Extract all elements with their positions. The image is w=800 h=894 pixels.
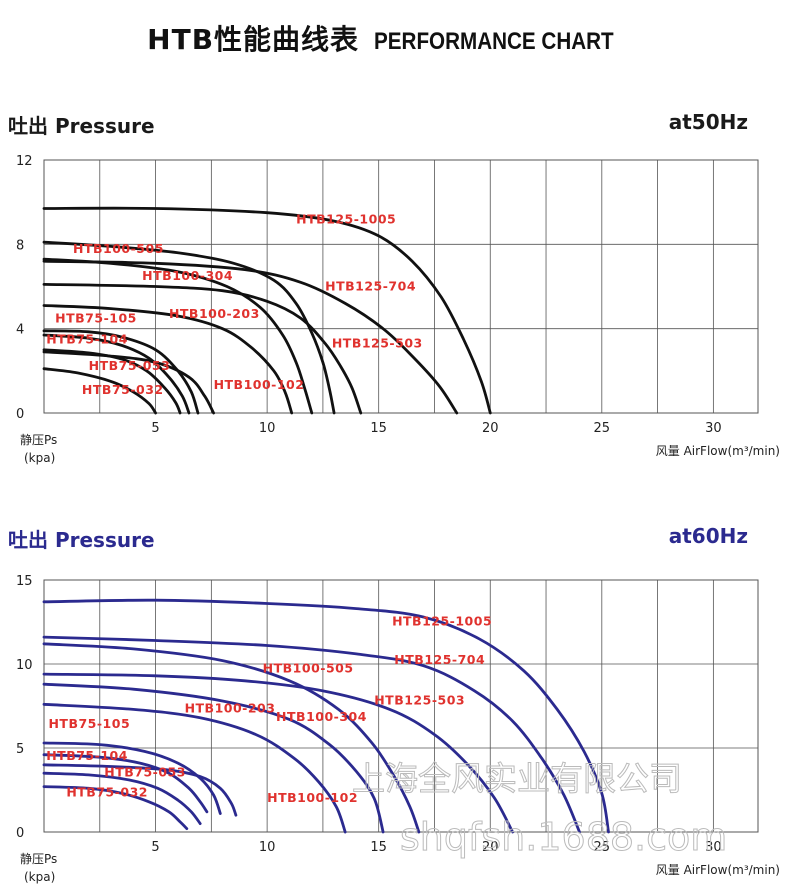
x-tick-label: 30 [705,840,722,855]
x-tick-label: 25 [594,421,611,436]
y-tick-label: 15 [16,574,33,589]
y-tick-label: 10 [16,658,33,673]
curve-label-htb75-104-60hz: HTB75-104 [46,748,128,763]
plot-frame-60hz [43,579,759,833]
curve-htb100-203-50hz [42,304,294,415]
curve-label-htb100-203-60hz: HTB100-203 [185,701,276,716]
curve-htb125-704-50hz [42,259,459,415]
chart-60hz: 0 5 10 15 5 10 15 20 25 30 静压Ps (kpa) 风量 AirFlow(m³/… [16,574,780,884]
curve-label-htb100-505-50hz: HTB100-505 [73,241,164,256]
plot-frame-50hz [43,159,759,414]
curve-htb75-105-50hz [42,329,200,415]
x-tick-label: 5 [151,840,159,855]
x-tick-label: 15 [370,840,387,855]
curve-htb125-1005-60hz [42,598,610,834]
curve-label-htb125-503-60hz: HTB125-503 [374,692,465,707]
curve-htb75-053-50hz [42,348,182,415]
watermark-company: 上海全风实业有限公司 [352,759,682,798]
page-title-en: PERFORMANCE CHART [374,28,614,55]
x-tick-label: 25 [594,840,611,855]
curve-htb75-053-60hz [42,771,202,825]
y-tick-label: 0 [16,826,24,841]
curve-label-htb100-304-50hz: HTB100-304 [142,268,233,283]
y-axis-unit: (kpa) [24,870,55,884]
curve-label-htb125-1005-60hz: HTB125-1005 [392,613,492,628]
curve-htb100-304-60hz [42,682,385,834]
curve-htb100-203-60hz [42,702,347,834]
frequency-label-50hz: at50Hz [668,110,748,134]
curve-htb100-304-50hz [42,257,314,415]
curve-label-htb100-102-60hz: HTB100-102 [267,790,358,805]
curve-label-htb75-032-50hz: HTB75-032 [82,382,164,397]
curve-label-htb125-704-60hz: HTB125-704 [394,652,485,667]
curve-label-htb100-304-60hz: HTB100-304 [276,709,367,724]
curve-label-htb125-1005-50hz: HTB125-1005 [296,211,396,226]
y-axis-label: 静压Ps [20,433,57,447]
curve-htb125-503-50hz [42,283,363,415]
curve-label-htb75-053-50hz: HTB75-053 [89,358,171,373]
x-tick-label: 30 [705,421,722,436]
y-axis-unit: (kpa) [24,451,55,465]
curve-htb125-503-60hz [42,672,514,834]
curve-label-htb75-105-60hz: HTB75-105 [48,716,130,731]
curve-label-htb75-032-60hz: HTB75-032 [66,785,148,800]
curve-htb125-704-60hz [42,635,581,834]
curve-label-htb75-053-60hz: HTB75-053 [104,765,186,780]
curve-label-htb100-102-50hz: HTB100-102 [214,377,305,392]
curve-htb75-105-60hz [42,741,222,815]
curve-label-htb75-104-50hz: HTB75-104 [46,331,128,346]
watermark: 上海全风实业有限公司 shqfsh.1688.com [352,759,728,860]
page-title-zh: HTB性能曲线表 [147,23,360,56]
x-axis-label: 风量 AirFlow(m³/min) [656,863,780,877]
curve-htb75-032-50hz [42,367,157,415]
y-tick-label: 4 [16,323,24,338]
x-tick-label: 10 [259,421,276,436]
curve-label-htb125-704-50hz: HTB125-704 [325,279,416,294]
curve-label-htb75-105-50hz: HTB75-105 [55,310,137,325]
curve-htb100-505-60hz [42,642,421,834]
x-tick-label: 5 [151,421,159,436]
watermark-url: shqfsh.1688.com [400,815,727,859]
chart-50hz: 0 4 8 12 5 10 15 20 25 30 静压Ps (kpa) 风量 AirFlow(m³/m… [16,154,780,465]
frequency-label-60hz: at60Hz [668,524,748,548]
curve-htb75-032-60hz [42,785,189,830]
curve-label-htb100-505-60hz: HTB100-505 [263,660,354,675]
y-tick-label: 12 [16,154,33,169]
curve-label-htb125-503-50hz: HTB125-503 [332,336,423,351]
x-tick-label: 15 [370,421,387,436]
y-tick-label: 0 [16,407,24,422]
section-label-60hz: 吐出 Pressure [8,528,155,552]
x-tick-label: 10 [259,840,276,855]
curve-htb125-1005-50hz [42,206,492,415]
page-title: HTB性能曲线表 PERFORMANCE CHART [0,18,800,58]
y-tick-label: 8 [16,238,24,253]
curve-htb100-505-50hz [42,240,336,415]
curve-htb75-104-50hz [42,333,191,415]
y-tick-label: 5 [16,742,24,757]
curve-label-htb100-203-50hz: HTB100-203 [169,306,260,321]
x-tick-label: 20 [482,840,499,855]
x-axis-label: 风量 AirFlow(m³/min) [656,444,780,458]
curve-htb75-104-60hz [42,753,209,814]
x-tick-label: 20 [482,421,499,436]
section-label-50hz: 吐出 Pressure [8,114,155,138]
y-axis-label: 静压Ps [20,852,57,866]
